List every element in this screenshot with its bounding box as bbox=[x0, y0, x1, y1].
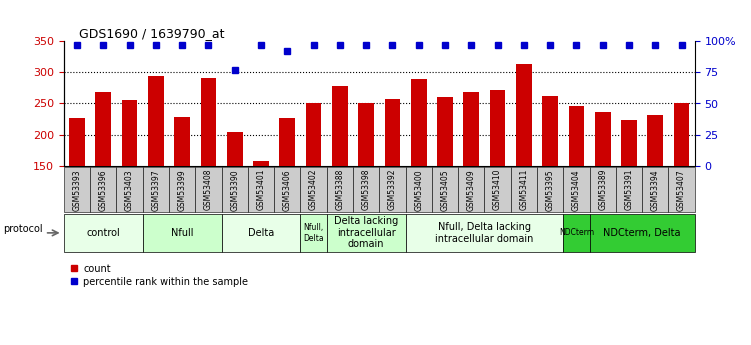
Bar bbox=[174, 117, 190, 166]
Bar bbox=[590, 214, 695, 252]
Bar bbox=[116, 167, 143, 212]
Bar bbox=[484, 167, 511, 212]
Text: GDS1690 / 1639790_at: GDS1690 / 1639790_at bbox=[79, 27, 225, 40]
Bar bbox=[563, 214, 590, 252]
Text: GSM53403: GSM53403 bbox=[125, 169, 134, 210]
Bar bbox=[201, 78, 216, 166]
Text: GSM53393: GSM53393 bbox=[73, 169, 81, 210]
Bar bbox=[279, 118, 295, 166]
Bar bbox=[595, 112, 611, 166]
Bar bbox=[411, 79, 427, 166]
Text: GSM53410: GSM53410 bbox=[493, 169, 502, 210]
Bar bbox=[406, 214, 563, 252]
Text: GSM53406: GSM53406 bbox=[283, 169, 291, 210]
Bar bbox=[569, 106, 584, 166]
Bar bbox=[647, 115, 663, 166]
Text: GSM53391: GSM53391 bbox=[625, 169, 633, 210]
Text: Nfull,
Delta: Nfull, Delta bbox=[303, 223, 324, 243]
Bar bbox=[253, 161, 269, 166]
Text: GSM53407: GSM53407 bbox=[677, 169, 686, 210]
Text: GSM53400: GSM53400 bbox=[415, 169, 423, 210]
Text: GSM53394: GSM53394 bbox=[651, 169, 659, 210]
Text: GSM53392: GSM53392 bbox=[388, 169, 397, 210]
Text: GSM53399: GSM53399 bbox=[178, 169, 186, 210]
Bar bbox=[227, 132, 243, 166]
Bar bbox=[406, 167, 432, 212]
Bar bbox=[222, 214, 300, 252]
Text: Delta lacking
intracellular
domain: Delta lacking intracellular domain bbox=[334, 216, 398, 249]
Text: control: control bbox=[86, 228, 120, 238]
Bar bbox=[64, 167, 90, 212]
Bar bbox=[327, 214, 406, 252]
Bar bbox=[327, 167, 353, 212]
Legend: count, percentile rank within the sample: count, percentile rank within the sample bbox=[68, 264, 249, 287]
Bar bbox=[642, 167, 668, 212]
Bar bbox=[300, 214, 327, 252]
Bar bbox=[122, 100, 137, 166]
Text: Nfull: Nfull bbox=[171, 228, 193, 238]
Bar bbox=[674, 103, 689, 166]
Text: GSM53404: GSM53404 bbox=[572, 169, 581, 210]
Text: Nfull, Delta lacking
intracellular domain: Nfull, Delta lacking intracellular domai… bbox=[436, 222, 533, 244]
Text: GSM53401: GSM53401 bbox=[257, 169, 265, 210]
Text: GSM53396: GSM53396 bbox=[99, 169, 107, 210]
Bar bbox=[90, 167, 116, 212]
Bar bbox=[143, 167, 169, 212]
Bar bbox=[300, 167, 327, 212]
Text: GSM53388: GSM53388 bbox=[336, 169, 344, 210]
Bar bbox=[332, 86, 348, 166]
Bar bbox=[516, 65, 532, 166]
Bar bbox=[358, 104, 374, 166]
Text: GSM53409: GSM53409 bbox=[467, 169, 475, 210]
Text: GSM53390: GSM53390 bbox=[231, 169, 239, 210]
Bar bbox=[432, 167, 458, 212]
Bar bbox=[668, 167, 695, 212]
Bar bbox=[148, 76, 164, 166]
Bar bbox=[590, 167, 616, 212]
Bar bbox=[511, 167, 537, 212]
Text: GSM53402: GSM53402 bbox=[309, 169, 318, 210]
Bar bbox=[95, 92, 111, 166]
Bar bbox=[69, 118, 85, 166]
Bar bbox=[563, 167, 590, 212]
Bar bbox=[306, 103, 321, 166]
Bar bbox=[458, 167, 484, 212]
Bar bbox=[353, 167, 379, 212]
Bar bbox=[385, 99, 400, 166]
Bar bbox=[537, 167, 563, 212]
Text: GSM53395: GSM53395 bbox=[546, 169, 554, 210]
Bar bbox=[616, 167, 642, 212]
Bar bbox=[379, 167, 406, 212]
Bar bbox=[143, 214, 222, 252]
Text: NDCterm: NDCterm bbox=[559, 228, 594, 237]
Bar bbox=[490, 90, 505, 166]
Text: GSM53397: GSM53397 bbox=[152, 169, 160, 210]
Text: protocol: protocol bbox=[3, 224, 43, 234]
Text: GSM53411: GSM53411 bbox=[520, 169, 528, 210]
Bar bbox=[621, 120, 637, 166]
Text: GSM53408: GSM53408 bbox=[204, 169, 213, 210]
Text: NDCterm, Delta: NDCterm, Delta bbox=[603, 228, 681, 238]
Text: GSM53405: GSM53405 bbox=[441, 169, 449, 210]
Text: GSM53398: GSM53398 bbox=[362, 169, 370, 210]
Bar bbox=[463, 92, 479, 166]
Bar bbox=[437, 97, 453, 166]
Bar bbox=[542, 96, 558, 166]
Bar bbox=[248, 167, 274, 212]
Bar bbox=[222, 167, 248, 212]
Bar bbox=[64, 214, 143, 252]
Bar bbox=[169, 167, 195, 212]
Bar bbox=[274, 167, 300, 212]
Text: Delta: Delta bbox=[248, 228, 274, 238]
Text: GSM53389: GSM53389 bbox=[599, 169, 607, 210]
Bar bbox=[195, 167, 222, 212]
